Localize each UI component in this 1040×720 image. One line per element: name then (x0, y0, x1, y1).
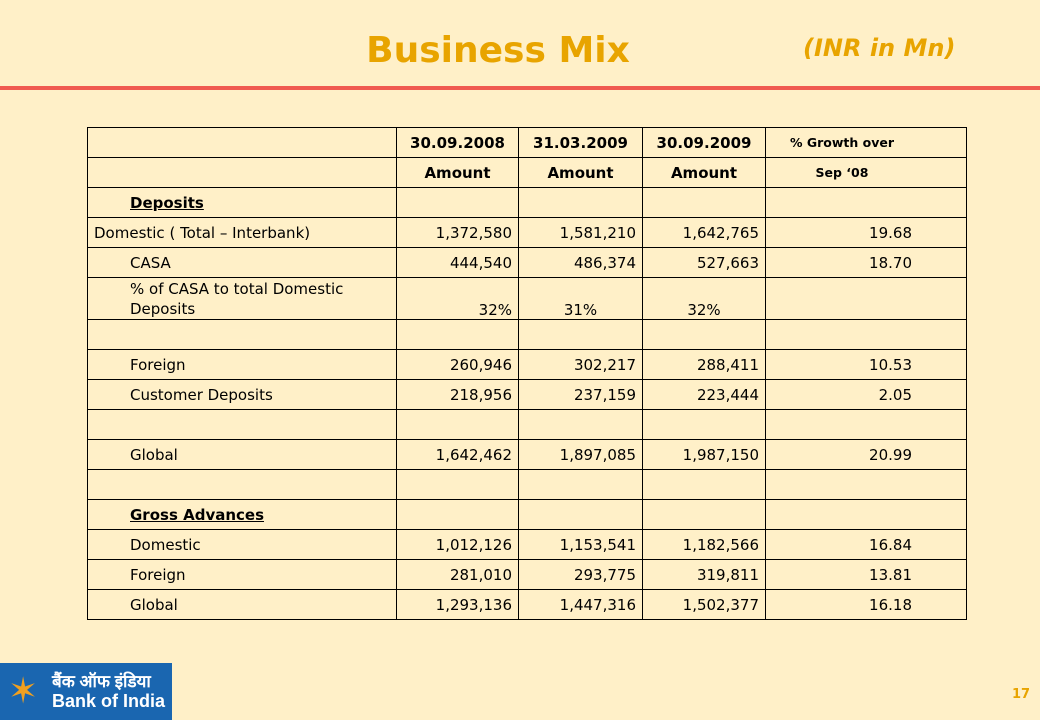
table-cell: 1,372,580 (396, 217, 519, 248)
table-cell: 1,987,150 (642, 439, 766, 470)
logo-english-text: Bank of India (52, 691, 166, 711)
table-cell: 444,540 (396, 247, 519, 278)
table-row: CASA 444,540 486,374 527,663 18.70 (87, 247, 967, 278)
table-cell: 10.53 (765, 349, 967, 380)
column-amount-1: Amount (396, 157, 519, 188)
table-cell: 486,374 (518, 247, 643, 278)
unit-label: (INR in Mn) (803, 34, 956, 62)
table-cell: 19.68 (765, 217, 967, 248)
table-cell: 293,775 (518, 559, 643, 590)
table-cell: 1,293,136 (396, 589, 519, 620)
row-label: Global (87, 439, 397, 470)
page-number: 17 (1012, 687, 1031, 702)
table-cell: 18.70 (765, 247, 967, 278)
page-title: Business Mix (366, 30, 630, 71)
spacer-row (87, 409, 967, 440)
table-cell: 13.81 (765, 559, 967, 590)
table-cell: 1,897,085 (518, 439, 643, 470)
table-cell: 302,217 (518, 349, 643, 380)
table-row: Domestic 1,012,126 1,153,541 1,182,566 1… (87, 529, 967, 560)
row-label: % of CASA to total Domestic Deposits (87, 277, 397, 320)
table-row: Global 1,642,462 1,897,085 1,987,150 20.… (87, 439, 967, 470)
bank-logo: ✶ बैंक ऑफ इंडिया Bank of India (0, 663, 172, 720)
table-cell: 281,010 (396, 559, 519, 590)
header-divider (0, 86, 1040, 90)
table-cell: 260,946 (396, 349, 519, 380)
row-label: Customer Deposits (87, 379, 397, 410)
column-date-1: 30.09.2008 (396, 127, 519, 158)
spacer-row (87, 319, 967, 350)
star-logo-icon: ✶ (8, 670, 39, 711)
table-cell: 237,159 (518, 379, 643, 410)
table-cell: 1,642,462 (396, 439, 519, 470)
row-label: CASA (87, 247, 397, 278)
table-row: Foreign 281,010 293,775 319,811 13.81 (87, 559, 967, 590)
section-heading-advances: Gross Advances (87, 499, 397, 530)
section-row-deposits: Deposits (87, 187, 967, 218)
column-growth: % Growth over (765, 127, 967, 158)
section-heading-deposits: Deposits (87, 187, 397, 218)
row-label: Domestic (87, 529, 397, 560)
spacer-row (87, 469, 967, 500)
column-date-3: 30.09.2009 (642, 127, 766, 158)
table-cell: 16.18 (765, 589, 967, 620)
column-amount-3: Amount (642, 157, 766, 188)
row-label: Domestic ( Total – Interbank) (87, 217, 397, 248)
table-row: Customer Deposits 218,956 237,159 223,44… (87, 379, 967, 410)
table-row: Foreign 260,946 302,217 288,411 10.53 (87, 349, 967, 380)
table-cell: 20.99 (765, 439, 967, 470)
table-cell: 288,411 (642, 349, 766, 380)
table-cell: 1,182,566 (642, 529, 766, 560)
logo-hindi-text: बैंक ऑफ इंडिया (52, 672, 151, 691)
table-cell: 32% (396, 277, 519, 320)
row-label: Global (87, 589, 397, 620)
row-label: Foreign (87, 559, 397, 590)
table-cell: 32% (642, 277, 766, 320)
table-row: % of CASA to total Domestic Deposits 32%… (87, 277, 967, 320)
table-cell: 1,581,210 (518, 217, 643, 248)
row-label: Foreign (87, 349, 397, 380)
table-cell: 1,642,765 (642, 217, 766, 248)
table-cell: 223,444 (642, 379, 766, 410)
table-cell: 1,153,541 (518, 529, 643, 560)
table-subheader-row: Amount Amount Amount Sep ‘08 (87, 157, 967, 188)
table-cell: 1,447,316 (518, 589, 643, 620)
table-cell: 1,502,377 (642, 589, 766, 620)
column-amount-2: Amount (518, 157, 643, 188)
table-cell: 319,811 (642, 559, 766, 590)
table-cell: 218,956 (396, 379, 519, 410)
business-mix-table: 30.09.2008 31.03.2009 30.09.2009 % Growt… (87, 127, 967, 620)
table-header-row: 30.09.2008 31.03.2009 30.09.2009 % Growt… (87, 127, 967, 158)
column-date-2: 31.03.2009 (518, 127, 643, 158)
table-cell: 1,012,126 (396, 529, 519, 560)
table-cell: 2.05 (765, 379, 967, 410)
column-growth-base: Sep ‘08 (765, 157, 967, 188)
table-row: Global 1,293,136 1,447,316 1,502,377 16.… (87, 589, 967, 620)
table-cell: 16.84 (765, 529, 967, 560)
section-row-advances: Gross Advances (87, 499, 967, 530)
table-cell (765, 277, 967, 320)
table-row: Domestic ( Total – Interbank) 1,372,580 … (87, 217, 967, 248)
table-cell: 31% (518, 277, 643, 320)
table-cell: 527,663 (642, 247, 766, 278)
